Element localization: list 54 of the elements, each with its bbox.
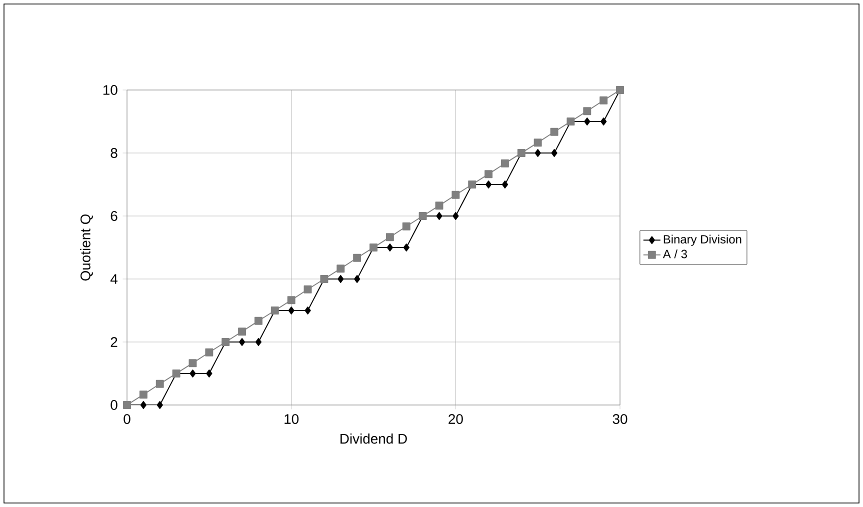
- point: [338, 275, 344, 283]
- point: [255, 338, 262, 346]
- point: [140, 401, 147, 409]
- point: [188, 359, 197, 368]
- point: [600, 96, 608, 104]
- point: [206, 370, 212, 378]
- point: [583, 107, 592, 116]
- point: [402, 222, 410, 230]
- point: [354, 275, 360, 283]
- y-tick-label: 4: [110, 274, 118, 284]
- point: [287, 296, 296, 304]
- point: [156, 401, 163, 409]
- point: [190, 370, 196, 378]
- point: [139, 390, 148, 399]
- point: [288, 306, 294, 314]
- y-tick-label: 10: [103, 85, 118, 95]
- point: [584, 118, 590, 126]
- point: [238, 328, 246, 336]
- point: [550, 128, 558, 136]
- point: [156, 380, 164, 388]
- point: [403, 244, 410, 252]
- legend-label: A / 3: [662, 249, 687, 258]
- x-tick-label: 20: [448, 414, 463, 424]
- y-tick-label: 6: [110, 211, 118, 221]
- point: [600, 118, 607, 126]
- point: [452, 190, 460, 199]
- y-tick-label: 8: [110, 148, 118, 158]
- x-tick-label: 10: [284, 414, 299, 424]
- point: [534, 138, 542, 147]
- point: [353, 254, 362, 262]
- point: [336, 264, 345, 273]
- point: [205, 348, 214, 356]
- point: [386, 244, 394, 252]
- point: [254, 316, 262, 325]
- point: [304, 306, 311, 314]
- point: [386, 233, 394, 242]
- y-tick-label: 2: [110, 337, 118, 347]
- y-axis-title: Quotient Q: [80, 214, 93, 281]
- y-tick-label: 0: [110, 400, 118, 410]
- point: [484, 170, 493, 178]
- point: [500, 159, 509, 168]
- point: [452, 212, 459, 220]
- x-tick-label: 0: [124, 414, 130, 424]
- x-tick-label: 30: [612, 414, 628, 424]
- point: [534, 149, 541, 157]
- point: [502, 180, 508, 188]
- point: [238, 338, 246, 346]
- point: [551, 149, 558, 157]
- point: [304, 285, 312, 294]
- point: [435, 202, 444, 210]
- point: [485, 180, 492, 188]
- legend-label: Binary Division: [664, 234, 742, 246]
- point: [436, 212, 442, 220]
- x-axis-title: Dividend D: [340, 433, 407, 444]
